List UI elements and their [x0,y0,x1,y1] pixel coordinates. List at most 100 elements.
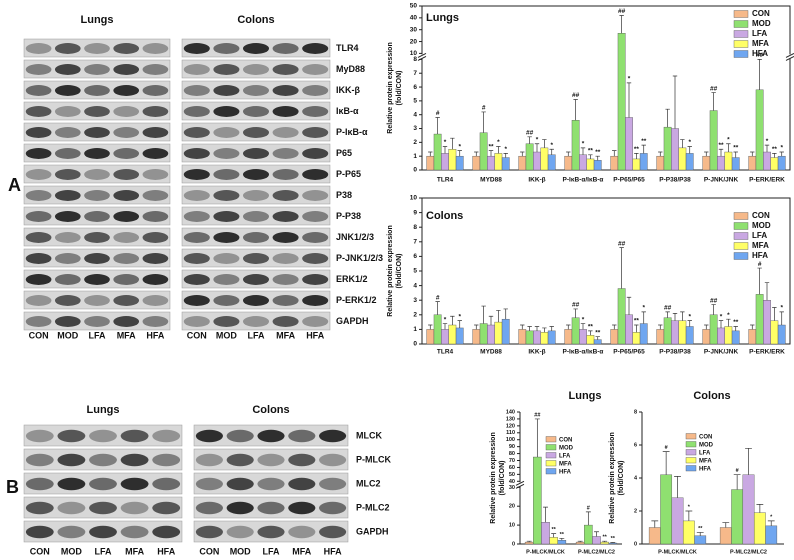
blot-band [242,64,270,75]
blot-band [54,169,81,180]
blot-band [142,169,169,180]
blot-band [213,106,240,117]
blot-band [113,232,140,243]
blot-title: Lungs [87,404,120,416]
y-tick-label: 10 [410,50,418,57]
bar [724,151,733,171]
error-bar [551,533,557,538]
y-tick-label: 20 [410,38,418,45]
blot-band [113,169,140,180]
blot-band [54,85,81,96]
error-bar [527,136,532,144]
error-bar [588,154,593,159]
blot-band [25,316,52,327]
blot-band [25,106,52,117]
error-bar [503,308,508,320]
error-bar [764,144,770,153]
bar [731,157,740,171]
blot-band [152,453,181,467]
significance-label: ** [718,142,724,149]
blot-band [226,477,254,491]
bar [525,330,534,345]
blot-band [288,477,316,491]
panel-label: B [6,477,19,497]
y-axis-label-line: Relative protein expression [609,432,616,523]
blot-band [113,274,140,285]
error-bar [474,151,479,157]
blot-band [272,232,299,243]
y-tick-label: 40 [410,15,418,22]
error-bar [658,324,663,330]
legend-swatch [545,444,557,451]
legend-swatch [685,457,697,464]
legend-swatch [733,30,749,38]
bar [501,318,510,345]
legend-swatch [545,436,557,443]
blot-band [272,274,299,285]
bar [593,160,602,171]
error-bar [566,151,571,157]
blot-band [302,295,329,306]
error-bar [672,312,678,321]
error-bar [496,146,501,154]
significance-label: ## [710,85,718,92]
bar [755,294,764,345]
group-label: MOD [57,330,78,340]
blot-band [242,127,270,138]
error-bar [685,510,693,521]
error-bar [750,151,755,157]
blot-band [302,106,329,117]
blot-band [57,429,86,443]
blot-band [84,253,110,264]
y-tick-label: 80 [509,451,515,457]
y-tick-label: 90 [509,444,515,450]
error-bar [580,323,586,330]
y-tick-label: 6 [634,442,637,448]
x-tick-label: P-ERK/ERK [749,349,785,356]
y-axis-label-line: (fold/CON) [396,254,403,289]
blot-band [302,43,329,54]
blot-band [195,429,223,443]
blot-band [302,64,329,75]
y-axis-label-line: Relative protein expression [387,42,394,133]
blot-band [288,525,316,539]
error-bar [626,296,632,315]
blot-band [142,85,169,96]
y-axis-label: Relative protein expression (fold/CON) [609,432,625,523]
significance-label: # [758,261,762,268]
legend-swatch [733,252,749,260]
error-bar [435,301,440,315]
protein-label: P-JNK1/2/3 [336,253,383,263]
blot-band [242,253,270,264]
bar [441,153,449,171]
bar [610,155,619,171]
significance-label: ** [772,146,778,153]
y-axis-label-line: Relative protein expression [387,225,394,316]
bar [753,512,766,545]
blot-band [54,127,81,138]
bar [617,33,626,171]
error-bar [457,320,462,328]
x-tick-label: P-P65/P65 [613,349,645,356]
legend-swatch [733,40,749,48]
blot-band [113,43,140,54]
significance-label: * [536,136,539,143]
error-bar [520,324,525,330]
y-tick-label: 30 [509,485,515,491]
legend-label: LFA [752,29,767,38]
bar [487,155,495,171]
bar [625,314,633,345]
error-bar [634,153,639,159]
significance-label: ## [710,297,718,304]
blot-band [54,253,81,264]
legend-label: MOD [699,443,714,449]
chart-title: Colons [693,390,730,402]
error-bar [503,153,508,158]
blot-band [54,106,81,117]
bar [575,541,585,545]
significance-label: ** [634,146,640,153]
legend-label: HFA [752,251,768,260]
bar [472,329,481,345]
blot-band [183,64,210,75]
error-bar [687,146,692,154]
